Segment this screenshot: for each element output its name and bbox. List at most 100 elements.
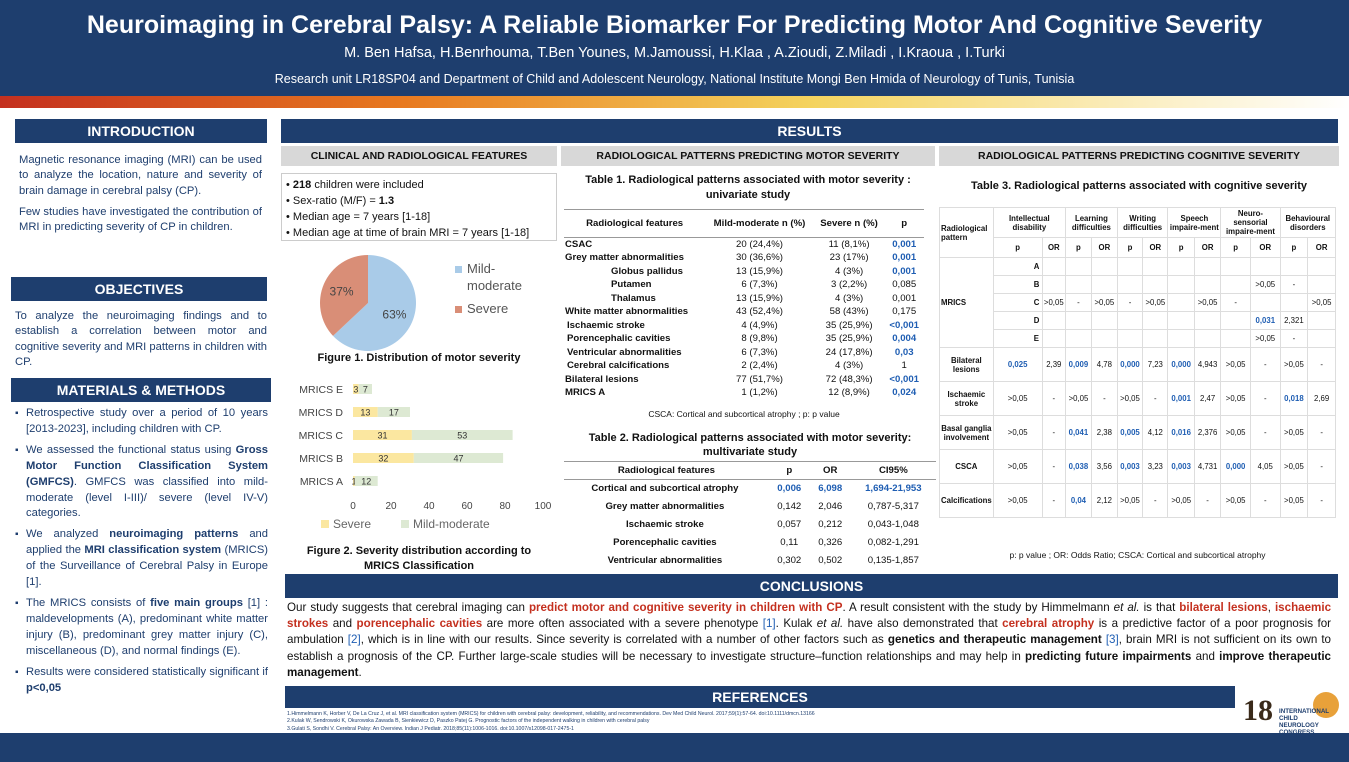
conc-c3: [3] — [1105, 633, 1119, 647]
conc-r5: cerebral atrophy — [1002, 617, 1095, 631]
bar-mild-moderate — [358, 384, 372, 394]
pie-slice-mild — [333, 255, 416, 351]
header-stripe — [0, 96, 1349, 108]
bar-mild-moderate — [354, 476, 378, 486]
table3-cell: - — [1279, 329, 1309, 348]
table3-cell — [1142, 311, 1169, 330]
table3-cell — [1307, 275, 1336, 294]
table-cell: 4 (3%) — [834, 360, 864, 372]
table3-cell: 0,041 — [1064, 415, 1092, 450]
table3-cell: - — [1041, 483, 1066, 518]
table3-cell — [1220, 257, 1251, 276]
table3-cell: - — [1249, 347, 1281, 382]
pie-label-mild: 63% — [382, 307, 406, 321]
objectives-heading: OBJECTIVES — [11, 277, 267, 301]
conc-s5: and — [328, 617, 357, 631]
table3-cell: >0,05 — [992, 415, 1043, 450]
conclusions-text: Our study suggests that cerebral imaging… — [287, 600, 1331, 681]
table2: Radiological features p OR CI95% Cortical an… — [564, 461, 936, 570]
pie-slice-severe — [320, 255, 368, 336]
fact-sexratio-value: 1.3 — [378, 195, 395, 207]
table3-header-cell: Behavioural disorders — [1279, 207, 1337, 238]
table-cell: CSAC — [565, 239, 593, 250]
conc-b3: improve therapeutic management — [287, 649, 1331, 679]
table3-mrics-row: C >0,05- >0,05- >0,05 >0,05- >0,05 — [940, 293, 1336, 312]
table-cell: 0,326 — [818, 537, 843, 548]
table-cell: 0,11 — [780, 537, 799, 548]
fact-sexratio: • Sex-ratio (M/F) = 1.3 — [286, 195, 395, 207]
table-cell: 0,057 — [777, 519, 802, 530]
table-cell: 11 (8,1%) — [828, 239, 870, 250]
conc-s9: is a predictive factor of a poor prognos… — [287, 617, 1332, 647]
table-header-row: Radiological features p OR CI95% — [564, 461, 936, 480]
table3-cell — [1116, 311, 1144, 330]
table3-mrics-letter: A — [992, 257, 1043, 276]
objectives-text: To analyze the neuroimaging findings and… — [15, 310, 267, 368]
poster-affiliation: Research unit LR18SP04 and Department of… — [274, 72, 1075, 86]
table3-header-cell: Speech impaire-ment — [1167, 207, 1222, 238]
table3-cell: - — [1249, 381, 1281, 416]
methods-b3-bold1: neuroimaging patterns — [109, 528, 239, 541]
table3-row: CSCA >0,05-0,038 3,56 0,003 3,23 0,003 4,731 0,… — [939, 449, 1336, 484]
table-cell: 0,001 — [892, 252, 917, 264]
table3-cell — [1090, 275, 1118, 294]
table3-cell — [1193, 257, 1222, 276]
table3-row: Basal ganglia involvement >0,05-0,041 2,38… — [939, 415, 1336, 450]
table1: Radiological features Mild-moderate n (%)… — [564, 209, 924, 400]
fact-children-count: 218 — [292, 179, 312, 191]
table3-cell: 0,025 — [992, 347, 1043, 382]
methods-bullet-3: We analyzed neuroimaging patterns and ap… — [15, 527, 268, 591]
bar-mild-moderate — [413, 453, 504, 463]
references-heading: REFERENCES — [285, 686, 1235, 708]
table3-cell — [1142, 275, 1169, 294]
conc-r4: porencephalic cavities — [356, 617, 483, 631]
table2-title: Table 2. Radiological patterns associate… — [588, 432, 912, 458]
conc-s2: . A result consistent with the study by … — [842, 601, 1114, 614]
methods-b3-bold2: MRI classification system — [84, 544, 222, 557]
table1-title: Table 1. Radiological patterns associate… — [585, 174, 911, 201]
table3-mrics-row: B >0,05- — [940, 275, 1336, 294]
pie-legend-mild-label: Mild-moderate — [467, 261, 522, 293]
table3-header-cell: Learning difficulties — [1064, 207, 1118, 238]
table3-cell: - — [1041, 381, 1066, 416]
table3-mrics-letter: D — [992, 311, 1043, 330]
table-cell: 13 (15,9%) — [736, 292, 783, 304]
table3-cell: - — [1307, 415, 1336, 450]
table3-cell — [1041, 275, 1066, 294]
table3-mrics-letter: B — [992, 275, 1043, 294]
mrics-bar-chart: MRICS E 3 7 MRICS D 13 17 MRICS C 31 53 MRICS B 32… — [299, 384, 552, 531]
cognitive-heading: RADIOLOGICAL PATTERNS PREDICTING COGNITI… — [939, 146, 1339, 166]
table3-cell: - — [1307, 347, 1336, 382]
table3-cell: 0,009 — [1064, 347, 1092, 382]
table3-cell — [1167, 329, 1195, 348]
table-cell: <0,001 — [889, 373, 920, 385]
poster-header: Neuroimaging in Cerebral Palsy: A Reliab… — [0, 0, 1349, 104]
table3-cell: 4,731 — [1193, 449, 1222, 484]
table3-cell — [1090, 257, 1118, 276]
table-cell: 4 (3%) — [834, 265, 864, 277]
table-cell: 77 (51,7%) — [736, 373, 783, 385]
x-tick-label: 100 — [535, 501, 552, 512]
methods-bullet-5: Results were considered statistically si… — [15, 665, 268, 697]
table3-mrics-label: MRICS — [939, 257, 994, 348]
conc-i2: et al. — [816, 617, 844, 631]
conclusions-heading: CONCLUSIONS — [285, 574, 1338, 598]
conc-r1: predict motor and cognitive severity in … — [528, 601, 843, 614]
pie-legend-severe-swatch — [455, 306, 462, 314]
fact-children-text: children were included — [311, 179, 424, 191]
table-row: Grey matter abnormalities 0,142 2,046 0,787… — [564, 498, 936, 516]
conc-c1: [1] — [762, 617, 776, 631]
table3-cell: 2,69 — [1307, 381, 1336, 416]
table3-cell: >0,05 — [1220, 347, 1251, 382]
table-header-cell: CI95% — [850, 461, 936, 480]
table3-cell: >0,05 — [1307, 293, 1336, 312]
table3-cell: 0,001 — [1167, 381, 1195, 416]
pie-label-severe: 37% — [330, 285, 354, 299]
bar-value-label: 13 — [360, 408, 370, 418]
legend-label-mild-moderate: Mild-moderate — [413, 517, 490, 531]
table-cell: Putamen — [611, 279, 652, 291]
table-cell: White matter abnormalities — [565, 306, 689, 318]
bar-value-label: 12 — [361, 477, 371, 487]
table3-cell — [1220, 329, 1251, 348]
table3-cell: >0,05 — [1041, 293, 1066, 312]
